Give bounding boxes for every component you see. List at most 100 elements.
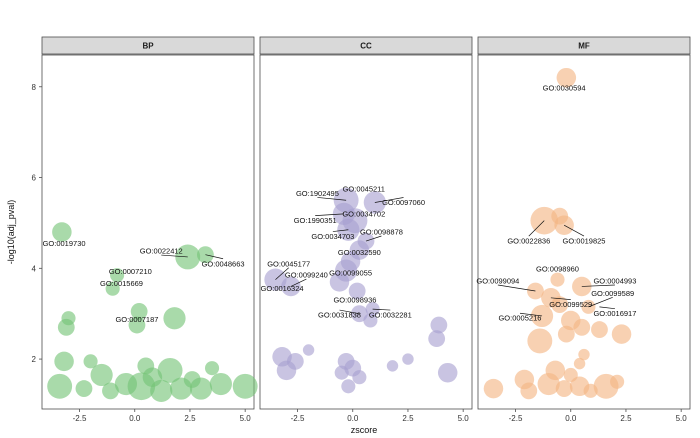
facet-strip [259,36,473,55]
point-label: GO:0022836 [507,237,550,246]
label-leader-line [372,308,391,311]
data-point [75,380,93,397]
point-label: GO:1990351 [294,216,337,225]
point-label: GO:0031838 [318,311,361,320]
data-point [363,313,378,328]
y-tick-label: 4 [32,264,37,273]
x-tick-label: -2.5 [73,414,87,423]
data-point [54,351,74,372]
data-point [581,299,596,314]
x-tick-label: -2.5 [291,414,305,423]
point-label: GO:0030594 [543,84,586,93]
label-leader-line [161,254,188,258]
facet-strip-label: BP [142,42,154,51]
point-label: GO:0099094 [476,277,519,286]
data-point [357,232,375,250]
point-label: GO:1902495 [296,189,339,198]
data-point [402,353,414,365]
data-point [551,207,569,225]
label-leader-line [519,312,543,317]
data-point [483,378,504,399]
x-tick-label: 2.5 [620,414,632,423]
label-leader-line [290,278,307,287]
data-point [555,380,573,397]
x-tick-label: 0.0 [565,414,577,423]
data-point [114,372,138,396]
data-point [232,373,258,399]
data-point [551,296,569,314]
label-leader-line [339,309,360,315]
data-point [61,311,76,326]
data-point [286,352,304,370]
point-label: GO:0004993 [593,277,636,286]
data-point [520,382,538,400]
point-label: GO:0005216 [498,314,541,323]
x-tick-label: 0.0 [129,414,141,423]
label-leader-line [374,197,404,203]
data-point [578,348,590,361]
data-point [110,268,125,283]
label-leader-line [365,235,382,242]
label-leader-line [497,284,536,292]
point-label: GO:0034703 [311,232,354,241]
data-point [83,354,98,369]
data-point [563,367,578,383]
facet-strip-label: MF [578,42,590,51]
label-leader-line [317,197,347,201]
data-point [302,344,315,356]
data-point [90,363,113,387]
data-point [610,374,625,389]
label-leader-line [599,306,615,310]
point-label: GO:0016917 [593,309,636,318]
data-point [348,282,366,300]
point-label: GO:0019825 [563,237,606,246]
data-point [527,328,553,354]
y-tick-label: 6 [32,174,37,183]
point-label: GO:0019730 [43,239,86,248]
point-label: GO:0097060 [382,198,425,207]
data-point [430,316,448,334]
point-label: GO:0048663 [202,259,245,268]
point-label: GO:0022412 [140,247,183,256]
x-tick-label: -2.5 [509,414,523,423]
point-label: GO:0098960 [536,265,579,274]
data-point [530,304,554,328]
facet-strip [477,36,691,55]
label-leader-line [563,224,585,237]
facet-bp: BP -2.5 0.0 2.5 5.0 GO:0019730 GO:0022412 GO:00… [41,36,258,423]
point-label: GO:0099240 [285,271,328,280]
point-label: GO:0098936 [333,296,376,305]
point-label: GO:0016324 [261,284,304,293]
y-tick-label: 2 [32,355,37,364]
point-label: GO:0007210 [109,267,152,276]
label-leader-line [315,213,344,217]
data-point [340,251,361,272]
point-label: GO:0034702 [342,209,385,218]
data-point [334,365,349,380]
data-point [329,272,350,292]
data-point [163,307,186,330]
facet-panel-border [259,54,473,410]
data-point [352,370,367,385]
data-point [583,383,598,398]
data-point [137,357,155,375]
facet-mf: MF -2.5 0.0 2.5 5.0 GO:0030594 GO:0022836 GO:00… [476,36,691,423]
data-point [47,373,73,399]
data-point [591,321,608,338]
data-point [105,281,120,296]
point-label: GO:0007187 [115,315,158,324]
x-tick-label: 5.0 [676,414,688,423]
x-tick-label: 2.5 [402,414,414,423]
label-leader-line [528,220,545,237]
data-point [557,325,575,343]
label-leader-line [581,284,615,287]
data-point [183,371,201,388]
data-point [128,316,146,334]
y-tick-label: 8 [32,83,37,92]
point-label: GO:0099529 [549,300,592,309]
data-point [611,324,632,344]
x-tick-label: 5.0 [240,414,252,423]
y-axis: 2 4 6 8 [32,83,42,364]
x-tick-label: 2.5 [184,414,196,423]
